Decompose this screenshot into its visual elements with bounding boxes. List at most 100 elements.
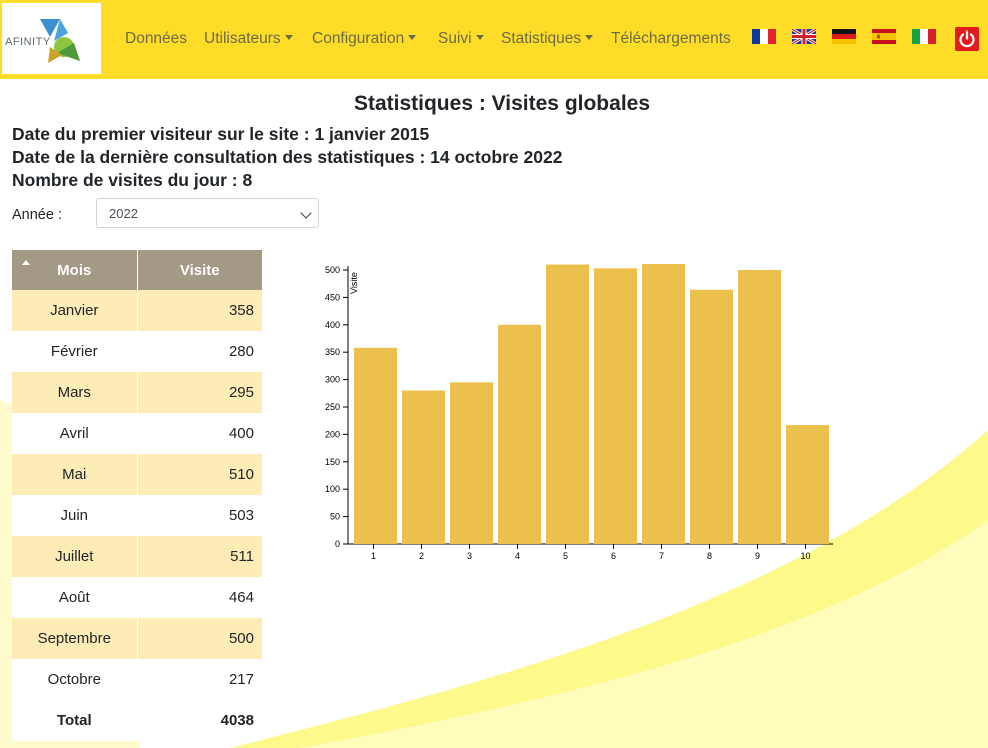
- bar: [642, 263, 685, 544]
- y-tick-label: 100: [325, 484, 340, 494]
- visits-header-label: Visite: [179, 261, 220, 279]
- caret-down-icon: [408, 35, 417, 40]
- table-row: Octobre 217: [12, 659, 262, 700]
- nav-donnees[interactable]: Données: [125, 30, 187, 48]
- nav-utilisateurs[interactable]: Utilisateurs: [204, 30, 293, 48]
- it-flag-icon[interactable]: [912, 29, 936, 44]
- nav-donnees-label: Données: [125, 30, 188, 47]
- x-tick-label: 10: [800, 551, 810, 561]
- y-tick-label: 350: [325, 347, 340, 357]
- visits-cell: 511: [137, 536, 262, 577]
- fr-flag-icon[interactable]: [752, 29, 776, 44]
- y-tick-label: 0: [335, 539, 340, 549]
- table-row: Septembre 500: [12, 618, 262, 659]
- first-visit-info: Date du premier visiteur sur le site : 1…: [12, 124, 430, 144]
- visits-cell: 295: [137, 372, 262, 413]
- visits-cell: 503: [137, 495, 262, 536]
- table-row: Janvier 358: [12, 290, 262, 331]
- y-tick-label: 150: [325, 457, 340, 467]
- bar: [690, 289, 733, 544]
- x-tick-label: 4: [515, 551, 520, 561]
- bar: [738, 270, 781, 544]
- logo[interactable]: AFINITY: [2, 3, 101, 74]
- visits-cell: 217: [137, 659, 262, 700]
- y-tick-label: 450: [325, 292, 340, 302]
- x-tick-label: 6: [611, 551, 616, 561]
- logo-text: AFINITY: [5, 36, 51, 48]
- visits-cell: 464: [137, 577, 262, 618]
- total-label: Total: [12, 700, 138, 741]
- navbar: AFINITY Données Utilisateurs Configurati…: [0, 0, 988, 79]
- power-icon[interactable]: [955, 27, 979, 51]
- page-title: Statistiques : Visites globales: [353, 92, 651, 115]
- nav-statistiques[interactable]: Statistiques: [501, 30, 594, 48]
- table-row: Juillet 511: [12, 536, 262, 577]
- nav-utilisateurs-label: Utilisateurs: [204, 30, 281, 47]
- table-row: Mai 510: [12, 454, 262, 495]
- table-row: Juin 503: [12, 495, 262, 536]
- bar: [786, 425, 829, 544]
- es-flag-icon[interactable]: [872, 29, 896, 44]
- bar: [498, 324, 541, 544]
- uk-flag-icon[interactable]: [792, 29, 816, 44]
- bar: [594, 268, 637, 544]
- visits-cell: 500: [137, 618, 262, 659]
- x-tick-label: 9: [755, 551, 760, 561]
- total-row: Total 4038: [12, 700, 262, 741]
- month-cell: Octobre: [12, 659, 138, 700]
- bar: [546, 264, 589, 544]
- main-content: Statistiques : Visites globales Date du …: [0, 79, 988, 748]
- month-cell: Juin: [12, 495, 138, 536]
- visits-cell: 358: [137, 290, 262, 331]
- nav-suivi[interactable]: Suivi: [438, 30, 484, 48]
- nav-statistiques-label: Statistiques: [501, 30, 582, 47]
- caret-down-icon: [475, 35, 484, 40]
- month-cell: Mars: [12, 372, 138, 413]
- x-tick-label: 5: [563, 551, 568, 561]
- bar: [450, 382, 493, 544]
- month-cell: Septembre: [12, 618, 138, 659]
- month-header-label: Mois: [57, 261, 92, 279]
- month-cell: Avril: [12, 413, 138, 454]
- y-tick-label: 250: [325, 402, 340, 412]
- chevron-down-icon: [300, 207, 312, 219]
- caret-down-icon: [284, 35, 293, 40]
- sort-up-icon: [22, 260, 30, 265]
- x-tick-label: 7: [659, 551, 664, 561]
- visits-cell: 400: [137, 413, 262, 454]
- visits-cell: 280: [137, 331, 262, 372]
- month-column-header[interactable]: Mois: [12, 250, 138, 290]
- y-tick-label: 50: [330, 512, 340, 522]
- nav-configuration-label: Configuration: [312, 30, 405, 47]
- nav-configuration[interactable]: Configuration: [312, 30, 417, 48]
- year-select-value: 2022: [109, 206, 138, 221]
- visits-cell: 510: [137, 454, 262, 495]
- bar: [402, 390, 445, 544]
- table-row: Février 280: [12, 331, 262, 372]
- year-select[interactable]: 2022: [96, 198, 319, 228]
- month-cell: Août: [12, 577, 138, 618]
- month-cell: Février: [12, 331, 138, 372]
- month-cell: Juillet: [12, 536, 138, 577]
- x-tick-label: 2: [419, 551, 424, 561]
- y-tick-label: 300: [325, 375, 340, 385]
- nav-telechargements[interactable]: Téléchargements: [611, 30, 731, 48]
- table-row: Mars 295: [12, 372, 262, 413]
- visits-today-info: Nombre de visites du jour : 8: [12, 170, 253, 190]
- visits-column-header[interactable]: Visite: [137, 250, 262, 290]
- caret-down-icon: [585, 35, 594, 40]
- stats-table: Mois Visite Janvier 358 Février 280 Mars 29…: [12, 250, 262, 741]
- table-row: Avril 400: [12, 413, 262, 454]
- last-consult-info: Date de la dernière consultation des sta…: [12, 147, 563, 167]
- y-tick-label: 200: [325, 429, 340, 439]
- nav-telechargements-label: Téléchargements: [611, 30, 731, 47]
- de-flag-icon[interactable]: [832, 29, 856, 44]
- y-axis-label: Visite: [349, 272, 359, 294]
- y-tick-label: 500: [325, 265, 340, 275]
- bar: [354, 347, 397, 544]
- total-value: 4038: [137, 700, 262, 741]
- month-cell: Janvier: [12, 290, 138, 331]
- month-cell: Mai: [12, 454, 138, 495]
- logo-graphic: [40, 19, 80, 63]
- visits-bar-chart: 0 50 100 150 200 250 300 350 400 450 500 Visite 1 2 3 4…: [325, 263, 833, 561]
